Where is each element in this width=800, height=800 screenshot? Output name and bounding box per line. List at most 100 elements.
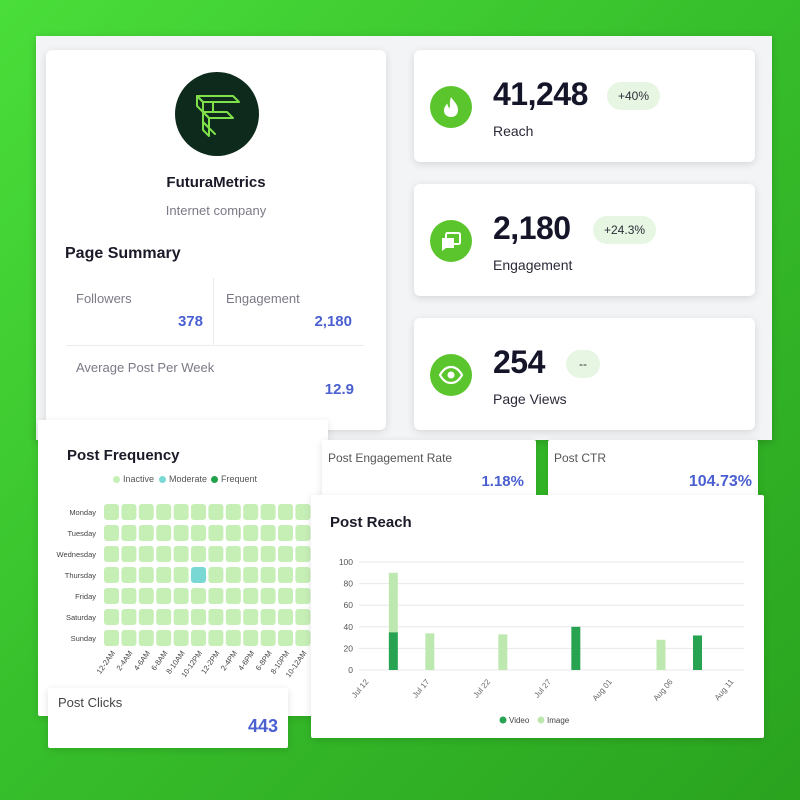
heatmap-cell <box>121 546 137 562</box>
legend-dot-frequent <box>211 475 218 483</box>
post-ctr-card[interactable]: Post CTR 104.73% <box>548 440 758 498</box>
heatmap-cell <box>243 546 259 562</box>
x-tick-label: Jul 12 <box>350 677 371 700</box>
heatmap-cell <box>173 609 189 625</box>
heatmap-day-label: Tuesday <box>68 529 97 538</box>
heatmap-cell <box>173 546 189 562</box>
heatmap-cell <box>278 630 293 646</box>
bar-image[interactable] <box>498 634 508 670</box>
kpi-card-page-views[interactable]: 254 -- Page Views <box>414 318 755 430</box>
heatmap-cell <box>208 567 224 583</box>
heatmap-day-label: Thursday <box>65 571 97 580</box>
reach-label: Reach <box>493 123 534 139</box>
heatmap-cell <box>260 504 276 520</box>
heatmap-cell <box>104 546 119 562</box>
heatmap-day-label: Monday <box>69 508 96 517</box>
legend-dot <box>499 716 507 724</box>
heatmap-cell <box>260 609 276 625</box>
page-summary-title: Page Summary <box>65 245 181 262</box>
post-reach-chart: 0 20 40 60 80 100 Jul 12 Jul 17 Jul 22 Jul 27 Aug … <box>339 557 744 725</box>
heatmap-cell <box>104 525 119 541</box>
bar-image[interactable] <box>425 633 435 670</box>
heatmap-cell <box>104 588 119 604</box>
post-engagement-rate-label: Post Engagement Rate <box>328 451 453 465</box>
bar-image[interactable] <box>656 639 666 670</box>
bar-video[interactable] <box>571 626 581 670</box>
heatmap-cell <box>225 588 241 604</box>
reach-change-badge: +40% <box>607 82 661 110</box>
heatmap-cell <box>173 588 189 604</box>
heatmap-cell <box>138 588 154 604</box>
heatmap-cell <box>225 525 241 541</box>
heatmap-time-label: 2-4PM <box>219 649 239 672</box>
heatmap-cell <box>104 567 119 583</box>
company-type: Internet company <box>165 203 267 218</box>
legend-dot <box>537 716 545 724</box>
heatmap-cell <box>121 504 137 520</box>
engagement-value: 2,180 <box>314 313 352 330</box>
heatmap-cell <box>138 504 154 520</box>
heatmap-cell <box>191 504 206 520</box>
avg-post-value: 12.9 <box>324 381 354 398</box>
heatmap-day-label: Wednesday <box>57 550 97 559</box>
heatmap-cell <box>260 630 276 646</box>
bar-image[interactable] <box>388 572 398 633</box>
engagement-kpi-label: Engagement <box>493 257 573 273</box>
post-reach-title: Post Reach <box>330 514 412 531</box>
heatmap-cell <box>295 525 311 541</box>
heatmap-cell <box>208 588 224 604</box>
followers-stat: Followers 378 <box>66 278 214 346</box>
page-views-label: Page Views <box>493 391 567 407</box>
post-clicks-value: 443 <box>247 716 278 736</box>
heatmap-day-label: Saturday <box>66 613 96 622</box>
heatmap-cell <box>243 630 259 646</box>
kpi-card-engagement[interactable]: 2,180 +24.3% Engagement <box>414 184 755 296</box>
heatmap-cell <box>208 630 224 646</box>
company-logo <box>175 72 259 156</box>
profile-card: FuturaMetrics Internet company Page Summ… <box>46 50 386 430</box>
heatmap-time-label: 4-6PM <box>236 649 256 672</box>
heatmap-cell <box>295 630 311 646</box>
heatmap-day-label: Friday <box>75 592 96 601</box>
company-name: FuturaMetrics <box>166 174 266 191</box>
heatmap-cell <box>208 546 224 562</box>
heatmap-cell <box>173 567 189 583</box>
heatmap-cell <box>260 546 276 562</box>
heatmap-cell <box>138 630 154 646</box>
heatmap-time-label: 2-4AM <box>114 649 134 672</box>
heatmap-cell <box>138 525 154 541</box>
heatmap-cell <box>191 609 206 625</box>
heatmap-cell <box>295 588 311 604</box>
heatmap-cell <box>104 504 119 520</box>
heatmap-cell <box>278 588 293 604</box>
avg-post-stat: Average Post Per Week 12.9 <box>66 346 364 408</box>
post-clicks-card[interactable]: Post Clicks 443 <box>48 688 288 748</box>
bar-video[interactable] <box>693 635 702 670</box>
heatmap-day-label: Sunday <box>71 634 97 643</box>
heatmap-cell <box>260 567 276 583</box>
heatmap-cell <box>243 525 259 541</box>
heatmap-cell <box>295 546 311 562</box>
heatmap-cell <box>173 525 189 541</box>
legend-label: Video <box>509 716 530 725</box>
page-views-change-badge: -- <box>566 350 600 378</box>
heatmap-cell <box>243 504 259 520</box>
heatmap-cell <box>138 567 154 583</box>
page-views-value: 254 <box>493 344 545 380</box>
heatmap-cell <box>138 609 154 625</box>
kpi-card-reach[interactable]: 41,248 +40% Reach <box>414 50 755 162</box>
post-frequency-title: Post Frequency <box>67 447 180 464</box>
heatmap-cell <box>260 525 276 541</box>
bar-video[interactable] <box>388 632 398 670</box>
heatmap-cell <box>278 525 293 541</box>
heatmap-cell <box>295 567 311 583</box>
heatmap-cell <box>260 588 276 604</box>
legend-moderate-label: Moderate <box>169 474 208 484</box>
followers-value: 378 <box>177 313 203 330</box>
heatmap-cell <box>173 630 189 646</box>
heatmap-cell <box>295 504 311 520</box>
reach-value: 41,248 <box>493 76 588 112</box>
post-engagement-rate-card[interactable]: Post Engagement Rate 1.18% <box>322 440 536 498</box>
post-clicks-label: Post Clicks <box>58 695 123 710</box>
followers-label: Followers <box>76 291 132 306</box>
